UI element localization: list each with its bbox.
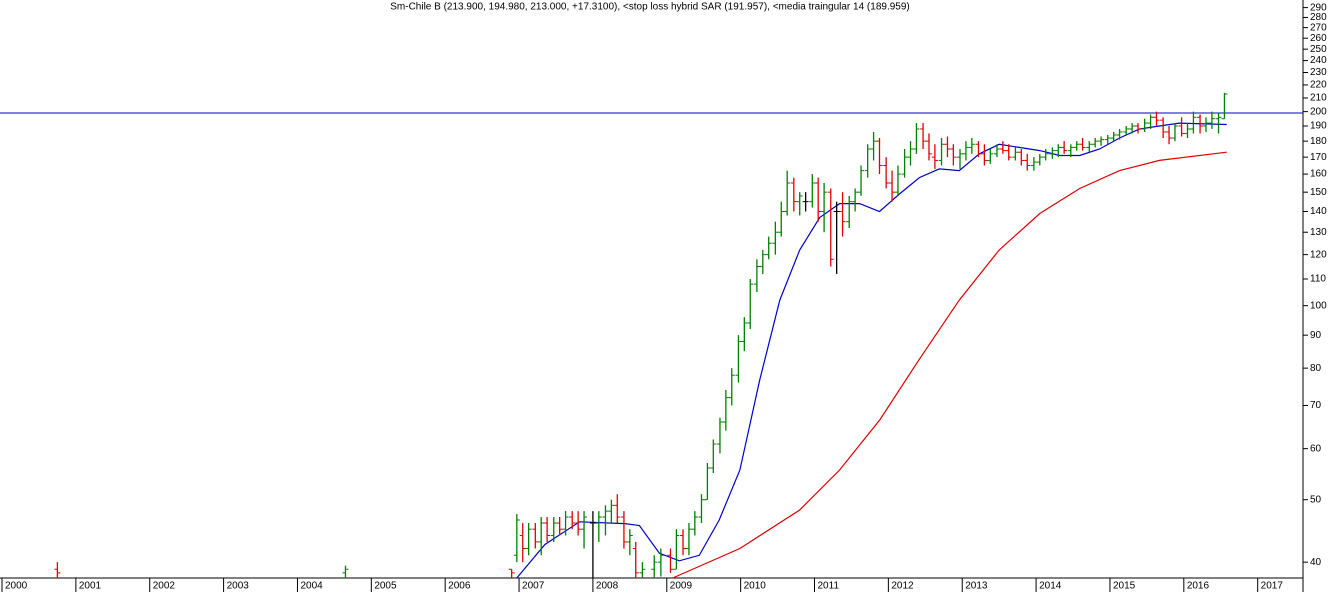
y-tick-label: 60 (1310, 443, 1322, 454)
x-tick-label: 2006 (448, 581, 471, 592)
x-tick-label: 2014 (1039, 581, 1062, 592)
y-tick-label: 160 (1310, 169, 1327, 180)
x-tick-label: 2000 (5, 581, 28, 592)
y-tick-label: 250 (1310, 44, 1327, 55)
y-tick-label: 290 (1310, 2, 1327, 13)
y-tick-label: 90 (1310, 330, 1322, 341)
x-tick-label: 2002 (153, 581, 176, 592)
x-tick-label: 2010 (744, 581, 767, 592)
x-tick-label: 2015 (1113, 581, 1136, 592)
y-tick-label: 100 (1310, 300, 1327, 311)
y-tick-label: 50 (1310, 494, 1322, 505)
y-tick-label: 40 (1310, 557, 1322, 568)
y-tick-label: 150 (1310, 187, 1327, 198)
x-tick-label: 2001 (79, 581, 102, 592)
x-tick-label: 2003 (227, 581, 250, 592)
x-tick-label: 2017 (1261, 581, 1284, 592)
x-tick-label: 2009 (670, 581, 693, 592)
x-tick-label: 2007 (522, 581, 545, 592)
moving-average-line (672, 151, 1227, 579)
y-tick-label: 240 (1310, 55, 1327, 66)
x-tick-label: 2004 (300, 581, 323, 592)
y-tick-label: 170 (1310, 152, 1327, 163)
moving-average-line (516, 122, 1227, 579)
x-tick-label: 2011 (818, 581, 840, 592)
y-tick-label: 120 (1310, 249, 1327, 260)
y-tick-label: 130 (1310, 227, 1327, 238)
y-tick-label: 70 (1310, 400, 1322, 411)
x-tick-label: 2013 (965, 581, 988, 592)
y-tick-label: 180 (1310, 136, 1327, 147)
y-tick-label: 260 (1310, 33, 1327, 44)
x-tick-label: 2016 (1187, 581, 1210, 592)
chart-title: Sm-Chile B (213.900, 194.980, 213.000, +… (390, 2, 910, 13)
y-tick-label: 200 (1310, 106, 1327, 117)
y-tick-label: 110 (1310, 274, 1326, 285)
y-tick-label: 140 (1310, 206, 1327, 217)
y-tick-label: 220 (1310, 80, 1327, 91)
y-tick-label: 270 (1310, 22, 1327, 33)
y-tick-label: 230 (1310, 67, 1327, 78)
x-tick-label: 2012 (891, 581, 914, 592)
y-tick-label: 210 (1310, 93, 1327, 104)
x-tick-label: 2005 (374, 581, 397, 592)
x-tick-label: 2008 (596, 581, 619, 592)
y-tick-label: 280 (1310, 12, 1327, 23)
y-tick-label: 80 (1310, 363, 1322, 374)
y-tick-label: 190 (1310, 121, 1327, 132)
